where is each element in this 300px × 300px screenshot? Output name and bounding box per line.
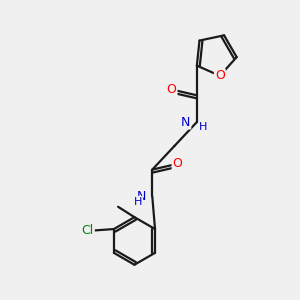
Text: Cl: Cl — [82, 224, 94, 237]
Text: N: N — [181, 116, 190, 129]
Text: H: H — [134, 197, 142, 207]
Text: O: O — [215, 69, 225, 82]
Text: O: O — [172, 157, 182, 170]
Text: O: O — [167, 83, 176, 96]
Text: N: N — [136, 190, 146, 203]
Text: H: H — [199, 122, 208, 132]
